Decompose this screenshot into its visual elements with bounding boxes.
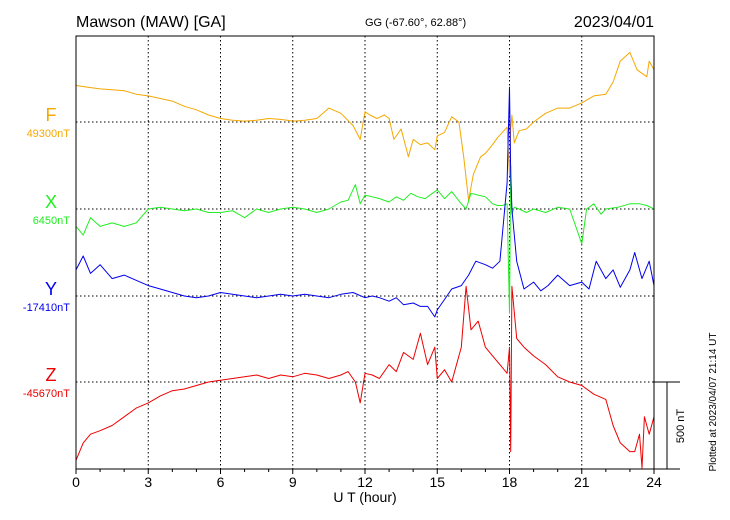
series-name-F: F [46,105,57,125]
x-axis-ticks: 0 3 6 9 12 15 18 21 24 [72,469,662,490]
x-tick-label-0: 0 [72,474,80,490]
x-tick-label-21: 21 [574,474,590,490]
series-line-X [75,165,655,314]
series-baseline-F: 49300nT [27,128,71,140]
series-labels: F 49300nT X 6450nT Y -17410nT Z -45670nT [23,105,70,400]
coords-label: GG (-67.60°, 62.88°) [365,17,466,29]
x-tick-label-9: 9 [289,474,297,490]
series-lines [75,51,655,469]
x-tick-label-24: 24 [646,474,662,490]
series-line-Z [75,285,655,469]
series-baseline-X: 6450nT [33,215,71,227]
scale-bar-label: 500 nT [675,409,687,444]
series-baseline-Y: -17410nT [23,302,70,314]
series-name-Y: Y [45,279,57,299]
x-axis-label: U T (hour) [333,489,396,505]
plotted-timestamp: Plotted at 2023/04/07 21:14 UT [708,333,719,472]
x-tick-label-3: 3 [144,474,152,490]
x-tick-label-12: 12 [357,474,373,490]
date-label: 2023/04/01 [574,14,654,31]
series-name-X: X [45,192,57,212]
x-tick-label-15: 15 [429,474,445,490]
scale-bar: 500 nT [654,381,687,470]
series-line-F [75,51,655,201]
x-tick-label-18: 18 [502,474,518,490]
x-tick-label-6: 6 [217,474,225,490]
series-baseline-Z: -45670nT [23,388,70,400]
grid [147,36,583,469]
series-name-Z: Z [46,365,57,385]
series-line-Y [75,86,655,318]
station-title: Mawson (MAW) [GA] [76,14,226,31]
